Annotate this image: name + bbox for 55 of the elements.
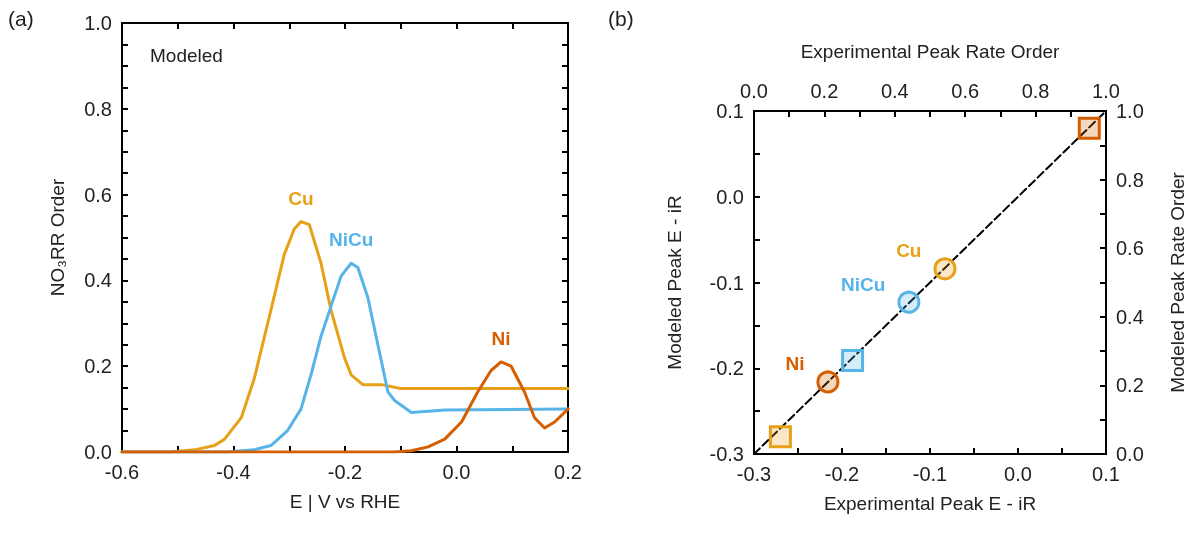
y2-tick-label: 0.2 — [1116, 374, 1144, 397]
series-label: NiCu — [841, 273, 886, 295]
point — [933, 257, 957, 281]
x-tick-label: -0.2 — [327, 461, 363, 483]
chart-title: (a) — [8, 7, 34, 30]
y-tick-label: -0.2 — [709, 357, 744, 380]
y-tick-label: 0.0 — [716, 185, 744, 208]
y2-tick-label: 0.8 — [1116, 168, 1144, 191]
x-tick-label: 0.0 — [442, 461, 471, 483]
x-tick-label: -0.2 — [824, 463, 860, 485]
y2-tick-label: 0.6 — [1116, 237, 1144, 260]
y-axis-title: NO₃RR Order — [47, 178, 68, 297]
x-tick-label: -0.1 — [912, 463, 948, 485]
y2-tick-label: 1.0 — [1116, 100, 1144, 122]
x2-tick-label: 0.4 — [880, 80, 909, 102]
series-label: NiCu — [328, 229, 374, 251]
x-tick-label: -0.6 — [104, 461, 140, 483]
y-tick-label: 0.8 — [84, 97, 112, 120]
annotation: Modeled — [150, 45, 223, 66]
y-tick-label: -0.1 — [709, 271, 744, 294]
y-tick-label: 1.0 — [84, 12, 112, 34]
y-tick-label: -0.3 — [709, 443, 744, 465]
y-tick-label: 0.4 — [84, 269, 112, 292]
x-axis-title: E | V vs RHE — [289, 491, 401, 512]
series-label: Ni — [785, 353, 805, 375]
y-tick-label: 0.6 — [84, 183, 112, 206]
x2-tick-label: 0.0 — [740, 80, 768, 102]
y2-axis-title: Modeled Peak Rate Order — [1167, 171, 1188, 393]
x2-tick-label: 0.2 — [810, 80, 839, 102]
x2-tick-label: 0.8 — [1021, 80, 1050, 102]
point — [841, 349, 865, 373]
point — [816, 370, 840, 394]
line-series — [120, 360, 570, 454]
y2-tick-label: 0.0 — [1116, 443, 1144, 465]
x2-tick-label: 1.0 — [1092, 80, 1120, 102]
series-label: Cu — [288, 187, 314, 209]
y-tick-label: 0.0 — [84, 441, 112, 463]
series-label: Ni — [491, 327, 511, 349]
y-tick-label: 0.2 — [84, 355, 112, 378]
x-axis-title: Experimental Peak E - iR — [823, 493, 1037, 514]
y-tick-label: 0.1 — [716, 100, 744, 122]
point — [1077, 116, 1101, 140]
x-tick-label: 0.2 — [554, 461, 582, 483]
series-label: Cu — [896, 240, 922, 262]
y-axis-title: Modeled Peak E - iR — [664, 195, 685, 370]
x-tick-label: 0.1 — [1092, 463, 1120, 485]
chart-title: (b) — [608, 7, 634, 30]
x-tick-label: -0.3 — [736, 463, 772, 485]
point — [768, 425, 792, 449]
point — [897, 290, 921, 314]
y2-tick-label: 0.4 — [1116, 305, 1144, 328]
x2-tick-label: 0.6 — [951, 80, 980, 102]
x2-axis-title: Experimental Peak Rate Order — [800, 41, 1061, 62]
x-tick-label: 0.0 — [1004, 463, 1032, 485]
x-tick-label: -0.4 — [216, 461, 251, 483]
